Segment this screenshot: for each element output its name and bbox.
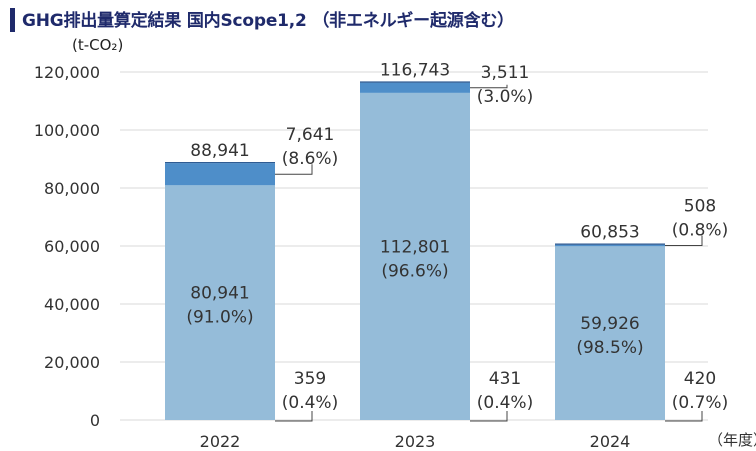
- x-tick-label: 2023: [395, 432, 436, 451]
- chart-title: GHG排出量算定結果 国内Scope1,2 （非エネルギー起源含む）: [22, 11, 514, 31]
- segment-1-percent-label: (91.0%): [186, 308, 253, 328]
- bar-segment-3: [165, 162, 275, 164]
- bar-segment-1: [555, 246, 665, 420]
- segment-3-percent-label: (0.4%): [282, 393, 338, 413]
- segment-1-value-label: 112,801: [380, 237, 450, 257]
- bar-segment-2: [555, 244, 665, 247]
- segment-1-value-label: 59,926: [580, 314, 639, 334]
- segment-3-value-label: 420: [684, 369, 716, 389]
- segment-3-leader-line: [470, 411, 508, 422]
- segment-3-value-label: 359: [294, 369, 326, 389]
- bar-segment-2: [165, 163, 275, 186]
- bar-segment-1: [165, 185, 275, 420]
- segment-2-leader-line: [275, 164, 313, 175]
- y-tick-label: 40,000: [44, 295, 100, 314]
- segment-2-leader-line: [470, 84, 508, 89]
- segment-2-leader-line: [665, 235, 703, 246]
- segment-1-value-label: 80,941: [190, 284, 249, 304]
- x-tick-label: 2022: [200, 432, 241, 451]
- title-accent-bar: [10, 8, 15, 32]
- bar-segment-1: [360, 92, 470, 420]
- segment-2-percent-label: (3.0%): [477, 87, 533, 107]
- y-tick-label: 20,000: [44, 353, 100, 372]
- segment-1-percent-label: (96.6%): [381, 261, 448, 281]
- bar-total-label: 88,941: [190, 141, 249, 161]
- bar-total-label: 116,743: [380, 60, 450, 80]
- bar-segment-3: [360, 81, 470, 83]
- segment-2-value-label: 7,641: [286, 125, 335, 145]
- segment-3-leader-line: [665, 411, 703, 422]
- segment-2-value-label: 3,511: [481, 63, 530, 83]
- bar-segment-2: [360, 82, 470, 93]
- y-tick-label: 60,000: [44, 237, 100, 256]
- y-tick-label: 0: [90, 411, 100, 430]
- segment-3-percent-label: (0.7%): [672, 393, 728, 413]
- segment-3-percent-label: (0.4%): [477, 393, 533, 413]
- segment-2-value-label: 508: [684, 196, 716, 216]
- segment-1-percent-label: (98.5%): [576, 338, 643, 358]
- x-tick-label: 2024: [590, 432, 631, 451]
- y-axis-unit: (t-CO₂): [72, 36, 124, 54]
- bar-total-label: 60,853: [580, 223, 639, 243]
- segment-3-leader-line: [275, 411, 313, 422]
- y-tick-label: 100,000: [34, 121, 100, 140]
- x-axis-unit-label: （年度）: [708, 431, 756, 449]
- segment-2-percent-label: (8.6%): [282, 149, 338, 169]
- y-tick-label: 80,000: [44, 179, 100, 198]
- y-tick-label: 120,000: [34, 63, 100, 82]
- segment-2-percent-label: (0.8%): [672, 220, 728, 240]
- segment-3-value-label: 431: [489, 369, 521, 389]
- bar-segment-3: [555, 243, 665, 245]
